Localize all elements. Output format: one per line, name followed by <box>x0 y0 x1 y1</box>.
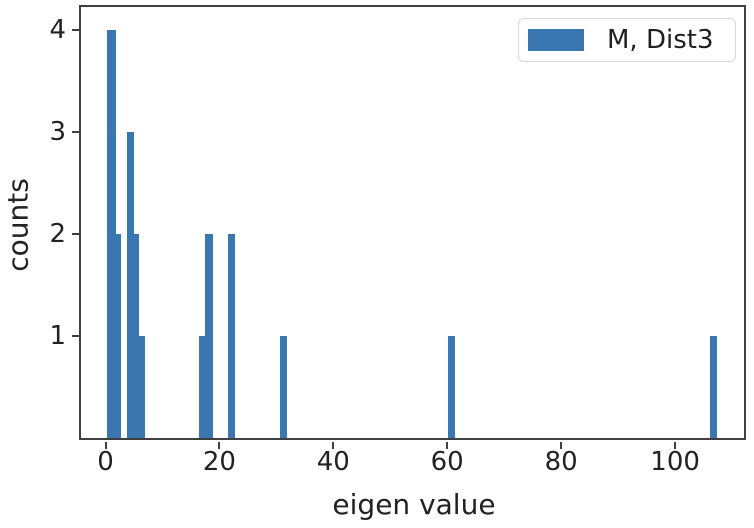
x-tick-label: 100 <box>650 447 700 477</box>
plot-area <box>79 5 746 440</box>
y-tick-mark <box>72 131 79 134</box>
y-tick-label: 4 <box>49 15 66 46</box>
x-tick-mark <box>104 442 107 449</box>
histogram-bar <box>198 336 205 438</box>
histogram-bar <box>447 336 455 438</box>
x-tick-label: 40 <box>316 447 350 477</box>
histogram-bar <box>204 234 214 438</box>
x-tick-label: 60 <box>430 447 464 477</box>
histogram-bar <box>280 336 287 438</box>
y-tick-mark <box>72 29 79 32</box>
x-tick-mark <box>446 442 449 449</box>
x-tick-label: 80 <box>544 447 578 477</box>
histogram-bar <box>228 234 236 438</box>
legend-label: M, Dist3 <box>607 25 714 55</box>
y-tick-label: 1 <box>49 321 66 352</box>
y-tick-label: 3 <box>49 117 66 148</box>
x-tick-mark <box>674 442 677 449</box>
x-tick-mark <box>332 442 335 449</box>
y-tick-label: 2 <box>49 219 66 250</box>
legend: M, Dist3 <box>518 18 736 62</box>
x-tick-label: 20 <box>202 447 236 477</box>
x-tick-label: 0 <box>97 447 114 477</box>
histogram-bar <box>106 30 116 438</box>
x-tick-mark <box>218 442 221 449</box>
y-tick-mark <box>72 335 79 338</box>
x-axis-label: eigen value <box>332 488 496 521</box>
histogram-bar <box>138 336 145 438</box>
y-axis-label: counts <box>1 178 35 272</box>
histogram-bar <box>133 234 139 438</box>
histogram-bar <box>127 132 134 438</box>
histogram-bar <box>709 336 717 438</box>
x-tick-mark <box>560 442 563 449</box>
y-tick-mark <box>72 233 79 236</box>
legend-swatch <box>528 29 584 51</box>
histogram-bar <box>115 234 121 438</box>
